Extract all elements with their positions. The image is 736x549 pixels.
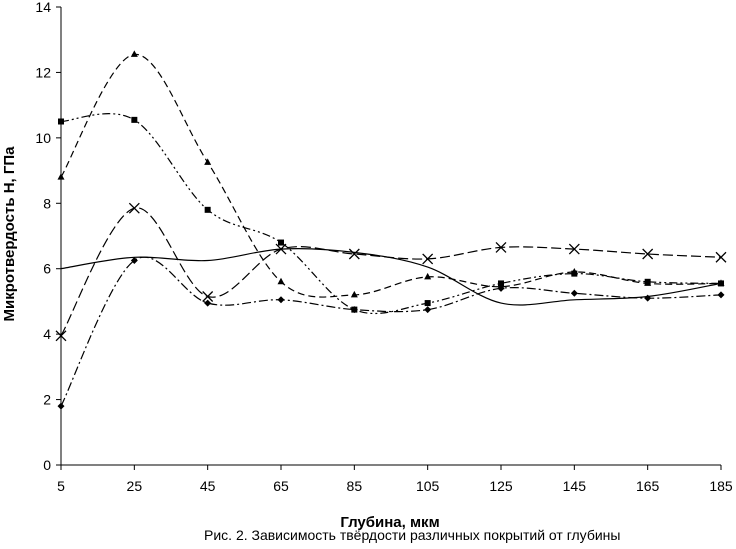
series-2 bbox=[57, 50, 725, 298]
data-point bbox=[715, 251, 727, 263]
series-line bbox=[60, 207, 722, 337]
data-point bbox=[277, 296, 285, 304]
data-point bbox=[570, 289, 578, 297]
data-point bbox=[350, 290, 358, 298]
data-point bbox=[204, 206, 211, 213]
y-tick-label: 6 bbox=[43, 261, 51, 277]
series-line bbox=[60, 256, 722, 407]
series-line bbox=[60, 113, 722, 314]
data-point bbox=[204, 158, 212, 165]
data-point bbox=[277, 277, 285, 285]
x-tick-label: 165 bbox=[636, 478, 660, 494]
data-point bbox=[131, 116, 138, 123]
y-tick-label: 8 bbox=[43, 195, 51, 211]
x-tick-label: 185 bbox=[709, 478, 733, 494]
data-point bbox=[58, 118, 64, 125]
x-tick-label: 85 bbox=[347, 478, 363, 494]
data-point bbox=[57, 173, 65, 180]
data-point bbox=[350, 306, 358, 314]
figure-caption: Рис. 2. Зависимость твёрдости различных … bbox=[204, 527, 621, 543]
x-axis-title: Глубина, мкм bbox=[340, 514, 439, 531]
x-tick-label: 125 bbox=[489, 478, 513, 494]
data-point bbox=[495, 241, 507, 253]
data-point bbox=[644, 294, 652, 302]
series-5 bbox=[57, 256, 725, 410]
x-tick-label: 145 bbox=[563, 478, 587, 494]
x-tick-label: 65 bbox=[273, 478, 289, 494]
x-tick-label: 45 bbox=[200, 478, 216, 494]
y-tick-label: 10 bbox=[35, 130, 51, 146]
series-layer bbox=[55, 50, 727, 410]
data-point bbox=[498, 280, 504, 287]
x-tick-label: 105 bbox=[416, 478, 440, 494]
data-point bbox=[275, 243, 287, 255]
data-point bbox=[278, 239, 284, 246]
y-tick-label: 12 bbox=[35, 64, 51, 80]
data-point bbox=[55, 330, 67, 342]
y-axis-title: Микротвердость H, ГПа bbox=[1, 146, 18, 322]
data-point bbox=[568, 243, 580, 255]
data-point bbox=[644, 278, 651, 285]
data-point bbox=[424, 306, 432, 314]
data-point bbox=[57, 402, 65, 410]
x-tick-label: 25 bbox=[127, 478, 143, 494]
data-point bbox=[422, 253, 434, 265]
data-point bbox=[130, 50, 138, 57]
series-1 bbox=[60, 248, 722, 306]
data-point bbox=[128, 202, 140, 214]
series-line bbox=[60, 248, 722, 306]
y-tick-label: 0 bbox=[43, 457, 51, 473]
data-point bbox=[424, 300, 431, 307]
series-3 bbox=[58, 113, 724, 314]
data-point bbox=[202, 291, 214, 302]
data-point bbox=[348, 248, 360, 260]
data-point bbox=[717, 291, 725, 299]
data-point bbox=[718, 280, 724, 287]
data-point bbox=[497, 284, 505, 292]
data-point bbox=[130, 257, 138, 265]
series-4 bbox=[55, 202, 727, 342]
x-tick-label: 5 bbox=[57, 478, 65, 494]
data-point bbox=[204, 299, 212, 307]
y-tick-label: 2 bbox=[43, 392, 51, 408]
data-point bbox=[424, 272, 432, 280]
data-point bbox=[571, 270, 578, 277]
series-line bbox=[60, 53, 722, 298]
y-tick-label: 4 bbox=[43, 326, 51, 342]
y-tick-label: 14 bbox=[35, 0, 51, 15]
data-point bbox=[642, 248, 654, 260]
